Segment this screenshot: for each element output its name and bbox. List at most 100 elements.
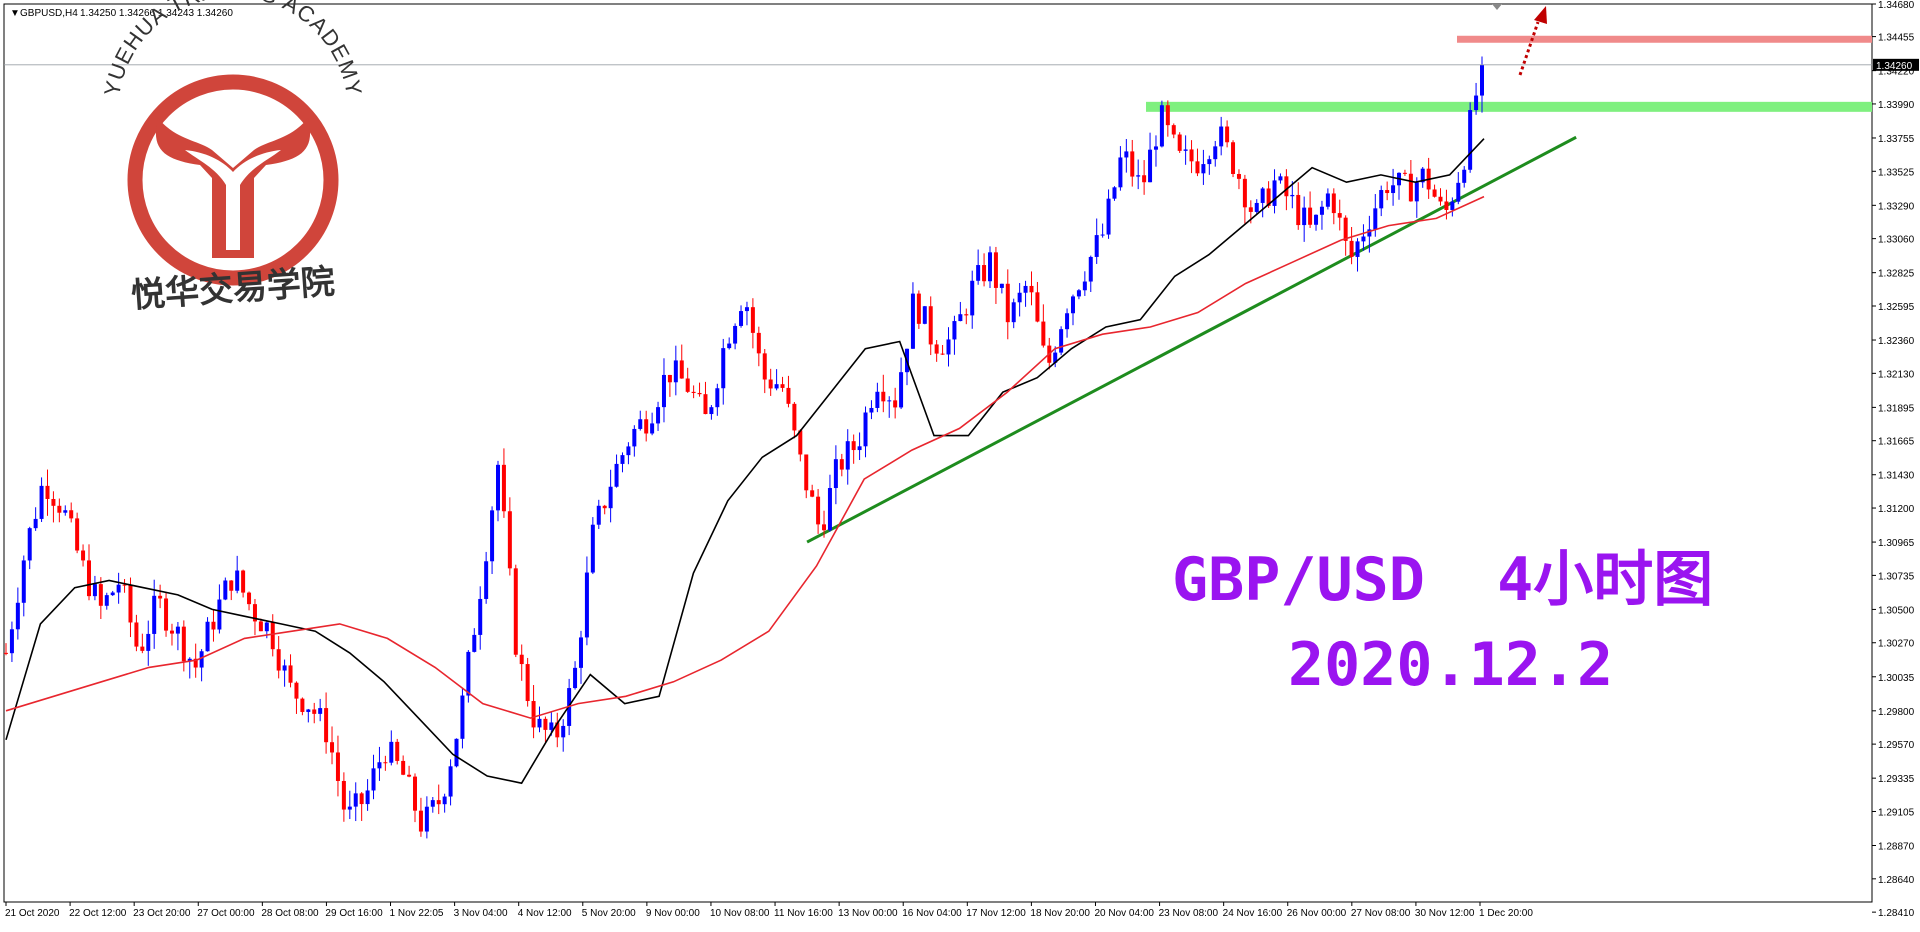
shift-marker-icon[interactable] <box>1492 4 1502 10</box>
candle-body <box>573 667 578 689</box>
candle-body <box>1325 193 1330 207</box>
candle-body <box>1462 169 1467 183</box>
candle-body <box>762 353 767 380</box>
candle-body <box>798 430 803 455</box>
candle-body <box>1017 292 1022 303</box>
candle-body <box>1118 157 1123 188</box>
y-tick-label: 1.30500 <box>1878 605 1915 616</box>
candle-body <box>875 391 880 408</box>
candle-body <box>928 306 933 345</box>
candle-body <box>1207 159 1212 165</box>
candle-body <box>128 585 133 623</box>
candle-body <box>697 392 702 395</box>
candle-body <box>1023 285 1028 293</box>
candle-body <box>460 695 465 739</box>
candle-body <box>347 806 352 810</box>
support-zone <box>1146 101 1872 112</box>
candle-body <box>365 790 370 805</box>
candle-body <box>401 760 406 775</box>
candle-body <box>976 265 981 281</box>
y-tick-label: 1.32360 <box>1878 336 1915 347</box>
candle-body <box>839 459 844 470</box>
candle-body <box>774 384 779 389</box>
candle-body <box>1136 175 1141 177</box>
x-tick-label: 29 Oct 16:00 <box>325 908 383 919</box>
candle-body <box>632 428 637 447</box>
candle-body <box>496 464 500 511</box>
forecast-arrow-icon <box>1534 6 1547 24</box>
y-tick-label: 1.29800 <box>1878 707 1915 718</box>
candle-body <box>341 780 346 810</box>
candle-body <box>472 634 477 652</box>
candle-body <box>1094 235 1099 257</box>
candle-body <box>413 776 418 811</box>
candle-body <box>958 314 963 322</box>
candle-body <box>1124 151 1129 158</box>
y-tick-label: 1.30035 <box>1878 673 1915 684</box>
candle-body <box>922 306 927 324</box>
candle-body <box>1260 188 1265 203</box>
candle-body <box>1177 134 1182 151</box>
candle-body <box>484 561 489 599</box>
candle-body <box>389 741 394 763</box>
candle-body <box>1367 229 1372 237</box>
candle-body <box>893 400 898 408</box>
candle-body <box>513 568 518 655</box>
x-tick-label: 4 Nov 12:00 <box>518 908 572 919</box>
candle-body <box>1225 126 1230 143</box>
y-tick-label: 1.33525 <box>1878 167 1915 178</box>
candle-body <box>887 400 892 402</box>
candle-body <box>490 510 495 562</box>
candle-body <box>667 374 672 383</box>
candle-body <box>1319 206 1324 215</box>
candle-body <box>555 722 560 738</box>
candle-body <box>418 810 423 832</box>
candle-body <box>644 419 649 434</box>
candle-body <box>39 485 44 519</box>
last-price-label: 1.34260 <box>1876 61 1913 72</box>
collapse-arrow-icon[interactable]: ▼ <box>10 8 20 19</box>
candle-body <box>1070 296 1075 314</box>
candle-body <box>899 372 904 408</box>
candle-body <box>910 293 915 349</box>
candle-body <box>679 360 684 379</box>
resistance-zone <box>1457 35 1872 43</box>
symbol-label: GBPUSD,H4 <box>20 8 78 19</box>
candle-body <box>9 629 14 654</box>
candle-body <box>282 665 287 671</box>
candle-body <box>1201 164 1206 174</box>
candle-body <box>1432 189 1437 197</box>
candle-body <box>1035 292 1040 322</box>
candle-body <box>1337 213 1342 218</box>
candle-body <box>970 280 975 316</box>
y-tick-label: 1.28870 <box>1878 842 1915 853</box>
candle-body <box>1213 146 1218 160</box>
candle-body <box>276 649 281 671</box>
candle-body <box>1231 142 1236 174</box>
candle-body <box>1266 188 1271 206</box>
candle-body <box>851 441 856 451</box>
candle-body <box>15 602 20 630</box>
candle-body <box>1456 182 1461 202</box>
candle-body <box>252 604 257 622</box>
candle-body <box>1373 208 1378 230</box>
candle-body <box>122 584 127 586</box>
candle-body <box>626 446 631 456</box>
candle-body <box>134 622 139 647</box>
candle-body <box>229 580 234 591</box>
x-tick-label: 26 Nov 00:00 <box>1287 908 1347 919</box>
candle-body <box>98 584 103 606</box>
candle-body <box>584 572 589 638</box>
candle-body <box>952 321 957 340</box>
y-tick-label: 1.28410 <box>1878 908 1915 919</box>
y-tick-label: 1.33990 <box>1878 100 1915 111</box>
candle-body <box>1106 198 1111 235</box>
candle-body <box>175 626 180 634</box>
candle-body <box>709 407 714 415</box>
candle-body <box>1474 95 1479 111</box>
candle-body <box>739 311 744 326</box>
x-tick-label: 18 Nov 20:00 <box>1030 908 1090 919</box>
candle-body <box>92 584 97 597</box>
